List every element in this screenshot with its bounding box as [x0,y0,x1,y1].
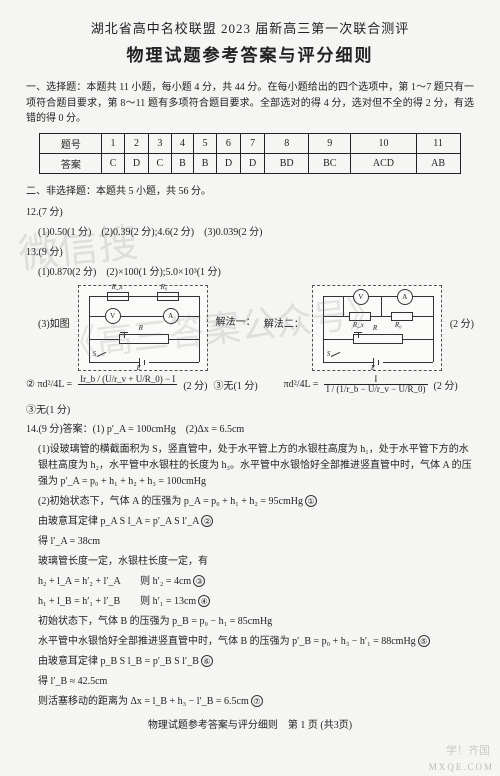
section2-title: 二、非选择题：本题共 5 小题，共 56 分。 [26,184,474,200]
row-label: 答案 [40,153,102,173]
circuit-diagram-1: R_x R₀ V A R E S [78,285,208,371]
watermark-bottom-2: MXQE.COM [429,762,494,772]
row-label: 题号 [40,133,102,153]
q14-p11: 得 l′_B ≈ 42.5cm [38,674,474,690]
q14-p6: h₂ + l_A = h′₂ + l′_A 则 h′₂ = 4cm③ [38,574,474,590]
page-footer: 物理试题参考答案与评分细则 第 1 页 (共3页) [26,716,474,731]
circuit-diagram-2: V A R_x R₀ R E S [312,285,442,371]
q14-p12: 则活塞移动的距离为 Δx = l_B + h₃ − l′_B = 6.5cm⑦ [38,694,474,710]
answer-table: 题号 1 2 3 4 5 6 7 8 9 10 11 答案 C D C B B … [39,133,460,174]
q14-head: 14.(9 分)答案：(1) p′_A = 100cmHg (2)Δx = 6.… [26,422,474,438]
watermark-bottom-1: 学！齐国 [446,742,490,758]
q13-l1: (1)0.870(2 分) (2)×100(1 分);5.0×10³(1 分) [38,265,474,281]
q13-method1: 解法一： [216,315,256,331]
q13-circuit-row: (3)如图 R_x R₀ V A R E S [26,285,474,371]
q14-p8: 初始状态下，气体 B 的压强为 p_B = p₀ − h₁ = 85cmHg [38,614,474,630]
q14-p7: h₁ + l_B = h′₁ + l′_B 则 h′₁ = 13cm④ [38,594,474,610]
q12-line: (1)0.50(1 分) (2)0.39(2 分);4.6(2 分) (3)0.… [38,225,474,241]
q14-p10: 由玻意耳定律 p_B S l_B = p′_B S l′_B⑥ [38,654,474,670]
q14-p9: 水平管中水银恰好全部推进竖直管中时，气体 B 的压强为 p′_B = p₀ + … [38,634,474,650]
q13-head: 13.(9 分) [26,245,474,261]
q14-p3: 由玻意耳定律 p_A S l_A = p′_A S l′_A② [38,514,474,530]
q14-p5: 玻璃管长度一定，水银柱长度一定，有 [38,554,474,570]
q13-score3: (2 分) [450,285,474,330]
q13-l2a: (3)如图 [38,285,70,330]
section1-instructions: 一、选择题：本题共 11 小题，每小题 4 分，共 44 分。在每小题给出的四个… [26,80,474,127]
q13-equation-row: ② πd²/4L = Ir_b / (U/r_v + U/R_0) − I (2… [26,375,474,416]
q13-method2: 解法二： [264,285,304,330]
q14-p2: (2)初始状态下，气体 A 的压强为 p_A = p₀ + h₁ + h₂ = … [38,494,474,510]
title-line-2: 物理试题参考答案与评分细则 [26,41,474,66]
q14-p4: 得 l′_A = 38cm [38,534,474,550]
q12-head: 12.(7 分) [26,205,474,221]
q14-p1: (1)设玻璃管的横截面积为 S，竖直管中，处于水平管上方的水银柱高度为 h₁，处… [38,442,474,490]
title-line-1: 湖北省高中名校联盟 2023 届新高三第一次联合测评 [26,18,474,37]
